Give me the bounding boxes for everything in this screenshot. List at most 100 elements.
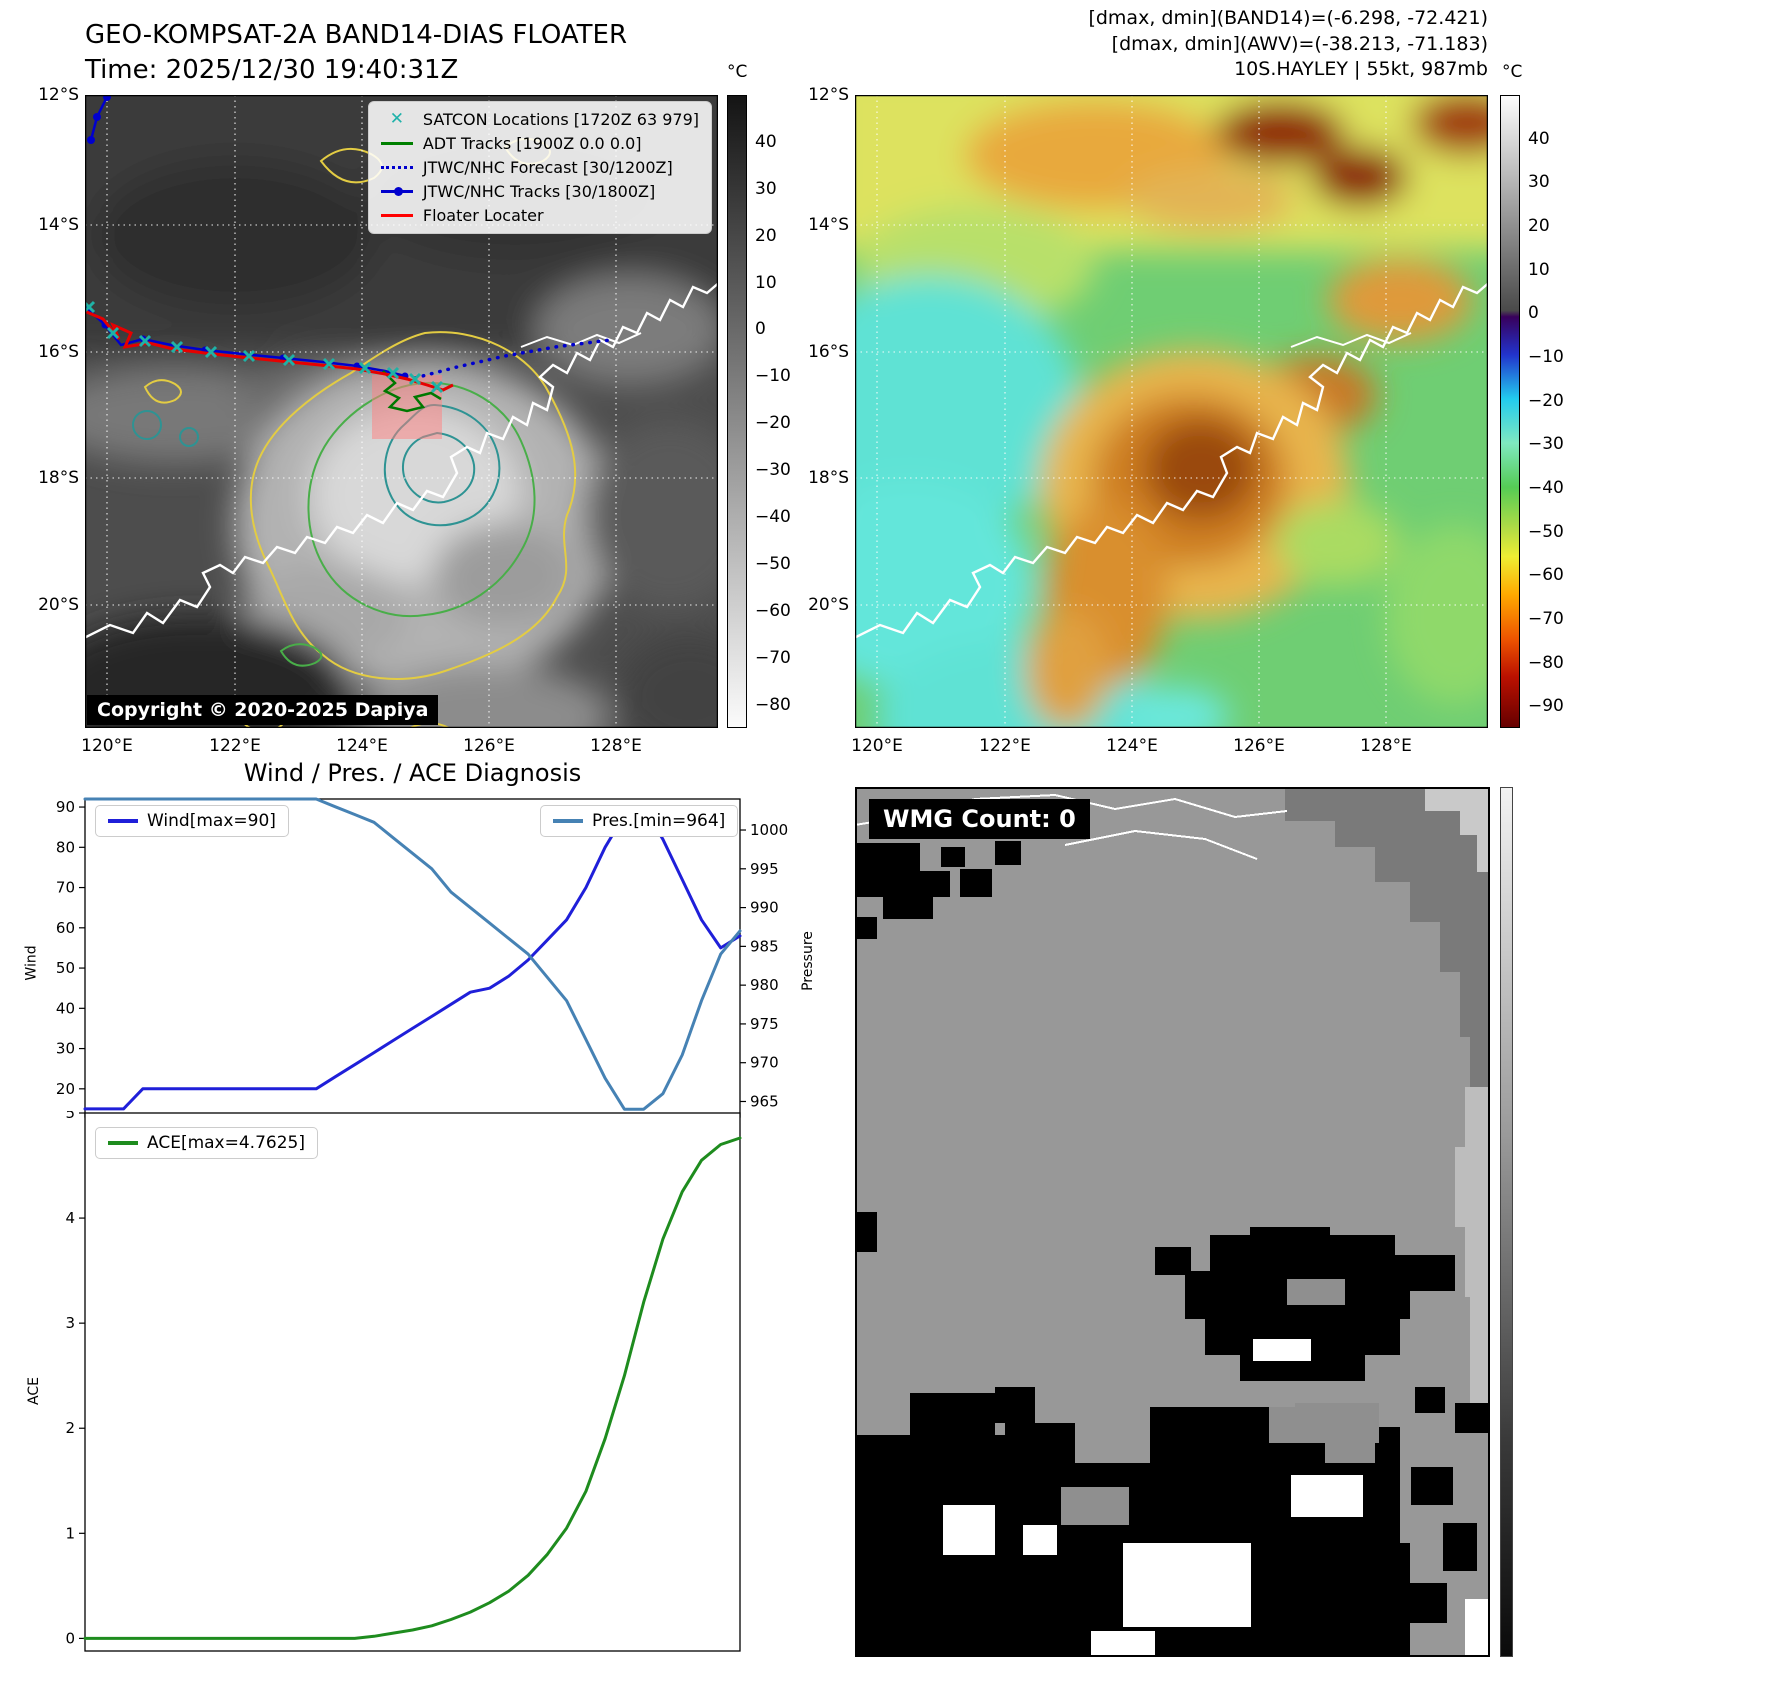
wind-axis-label: Wind: [23, 945, 40, 981]
latlon-grid: [855, 95, 1488, 728]
colorbar-tick-label: 20: [755, 225, 777, 246]
colorbar-tick-label: 0: [755, 319, 766, 340]
lon-tick-label: 122°E: [209, 736, 261, 756]
dmax-dmin-band14: [dmax, dmin](BAND14)=(-6.298, -72.421): [1088, 7, 1488, 29]
lat-tick-label: 20°S: [38, 595, 79, 615]
series-line-left: [83, 1136, 742, 1640]
pressure-legend: Pres.[min=964]: [540, 805, 739, 837]
y2-tick-label: 1000: [750, 821, 788, 839]
y-tick-label: 2: [65, 1419, 75, 1437]
floater-region-box: [372, 375, 442, 439]
colorbar-tick-label: −60: [1528, 565, 1564, 586]
colorbar-tick-label: −60: [755, 600, 791, 621]
band14-map: ✕ SATCON Locations [1720Z 63 979] ADT Tr…: [85, 95, 718, 728]
colorbar-tick-label: −80: [1528, 652, 1564, 673]
y-tick-label: 4: [65, 1209, 75, 1227]
colorbar-tick-label: 10: [1528, 259, 1550, 280]
colorbar-tick-label: −80: [755, 694, 791, 715]
panel-diagnosis: Wind / Pres. / ACE Diagnosis 20 30 40 50 60 7…: [0, 755, 855, 1690]
y-tick-label: 1: [65, 1524, 75, 1542]
awv-map: [855, 95, 1488, 728]
plot-area: [84, 798, 741, 1118]
coastline: [855, 281, 1488, 639]
ace-axis-label: ACE: [25, 1377, 42, 1405]
lat-tick-label: 12°S: [38, 85, 79, 105]
storm-tracks: [85, 95, 612, 413]
band14-title-block: GEO-KOMPSAT-2A BAND14-DIAS FLOATER Time:…: [85, 18, 627, 88]
lat-tick-label: 16°S: [808, 342, 849, 362]
legend-label-track: JTWC/NHC Tracks [30/1800Z]: [422, 182, 656, 201]
wind-line-icon: [108, 819, 138, 823]
y-tick-label: 40: [56, 999, 75, 1017]
colorbar-tick-label: −30: [755, 460, 791, 481]
map-legend: ✕ SATCON Locations [1720Z 63 979] ADT Tr…: [367, 101, 712, 234]
lat-tick-label: 18°S: [808, 468, 849, 488]
legend-label-adt: ADT Tracks [1900Z 0.0 0.0]: [422, 134, 642, 153]
colorbar-tick-label: −50: [1528, 521, 1564, 542]
panel-wmg: WMG Count: 0: [854, 755, 1788, 1690]
copyright-label: Copyright © 2020-2025 Dapiya: [87, 695, 439, 725]
adt-line-icon: [380, 142, 413, 145]
colorbar-tick-label: −20: [1528, 390, 1564, 411]
band14-colorbar: [727, 95, 747, 728]
y-tick-label: 0: [65, 1629, 75, 1647]
colorbar-tick-label: 30: [755, 178, 777, 199]
lon-tick-label: 124°E: [336, 736, 388, 756]
storm-status: 10S.HAYLEY | 55kt, 987mb: [1234, 58, 1488, 81]
lon-tick-label: 120°E: [851, 736, 903, 756]
band14-title: GEO-KOMPSAT-2A BAND14-DIAS FLOATER: [85, 20, 628, 50]
lat-tick-label: 14°S: [38, 215, 79, 235]
pressure-line-icon: [553, 819, 583, 823]
y2-tick-label: 970: [750, 1054, 779, 1072]
wmg-mask: [854, 787, 1490, 1657]
coastline: [85, 281, 718, 639]
ace-chart: 0 1 2 3 4 5: [65, 1111, 742, 1652]
satcon-x-icon: ✕: [389, 109, 404, 129]
y-tick-label: 60: [56, 919, 75, 937]
lat-tick-label: 12°S: [808, 85, 849, 105]
wind-pressure-chart: 20 30 40 50 60 70 80 90 965 970 975 980 985 990 995 100…: [56, 797, 788, 1118]
y2-tick-label: 990: [750, 899, 779, 917]
lat-tick-label: 18°S: [38, 468, 79, 488]
ace-legend: ACE[max=4.7625]: [95, 1127, 318, 1159]
light-gray-column: [1455, 1087, 1490, 1407]
y2-tick-label: 965: [750, 1092, 779, 1110]
panel-awv: [dmax, dmin](BAND14)=(-6.298, -72.421) […: [808, 0, 1788, 756]
lon-tick-label: 120°E: [81, 736, 133, 756]
wind-legend-label: Wind[max=90]: [147, 811, 276, 831]
lat-tick-label: 16°S: [38, 342, 79, 362]
coastline-bays: [520, 332, 642, 348]
ace-legend-label: ACE[max=4.7625]: [147, 1133, 305, 1153]
band14-time: Time: 2025/12/30 19:40:31Z: [85, 55, 459, 86]
wmg-mask-image: [854, 787, 1490, 1657]
legend-item-floater: Floater Locater: [380, 206, 699, 225]
y-tick-label: 80: [56, 838, 75, 856]
lat-tick-label: 14°S: [808, 215, 849, 235]
colorbar-tick-label: −70: [755, 647, 791, 668]
awv-colorbar-unit: °C: [1502, 62, 1523, 82]
y2-tick-label: 985: [750, 937, 779, 955]
wmg-colorbar: [1500, 787, 1513, 1657]
coastline-2: [1064, 829, 1258, 860]
awv-colorbar: [1500, 95, 1520, 728]
panel-band14: GEO-KOMPSAT-2A BAND14-DIAS FLOATER Time:…: [0, 0, 800, 756]
y2-tick-label: 980: [750, 976, 779, 994]
forecast-dotted-icon: [380, 166, 413, 169]
pressure-axis-label: Pressure: [799, 931, 816, 991]
lon-tick-label: 122°E: [979, 736, 1031, 756]
y-tick-label: 90: [56, 798, 75, 816]
y-tick-label: 50: [56, 959, 75, 977]
colorbar-tick-label: 20: [1528, 215, 1550, 236]
floater-line-icon: [380, 214, 413, 217]
wmg-count-label: WMG Count: 0: [869, 799, 1090, 839]
legend-label-satcon: SATCON Locations [1720Z 63 979]: [422, 110, 699, 129]
lon-tick-label: 124°E: [1106, 736, 1158, 756]
colorbar-tick-label: −30: [1528, 434, 1564, 455]
mask-black-regions: [855, 841, 1490, 1657]
lon-tick-label: 128°E: [590, 736, 642, 756]
plot-area: [84, 1112, 741, 1652]
y2-tick-label: 975: [750, 1015, 779, 1033]
y-tick-label: 30: [56, 1040, 75, 1058]
jtwc-track-line-icon: [380, 187, 413, 196]
